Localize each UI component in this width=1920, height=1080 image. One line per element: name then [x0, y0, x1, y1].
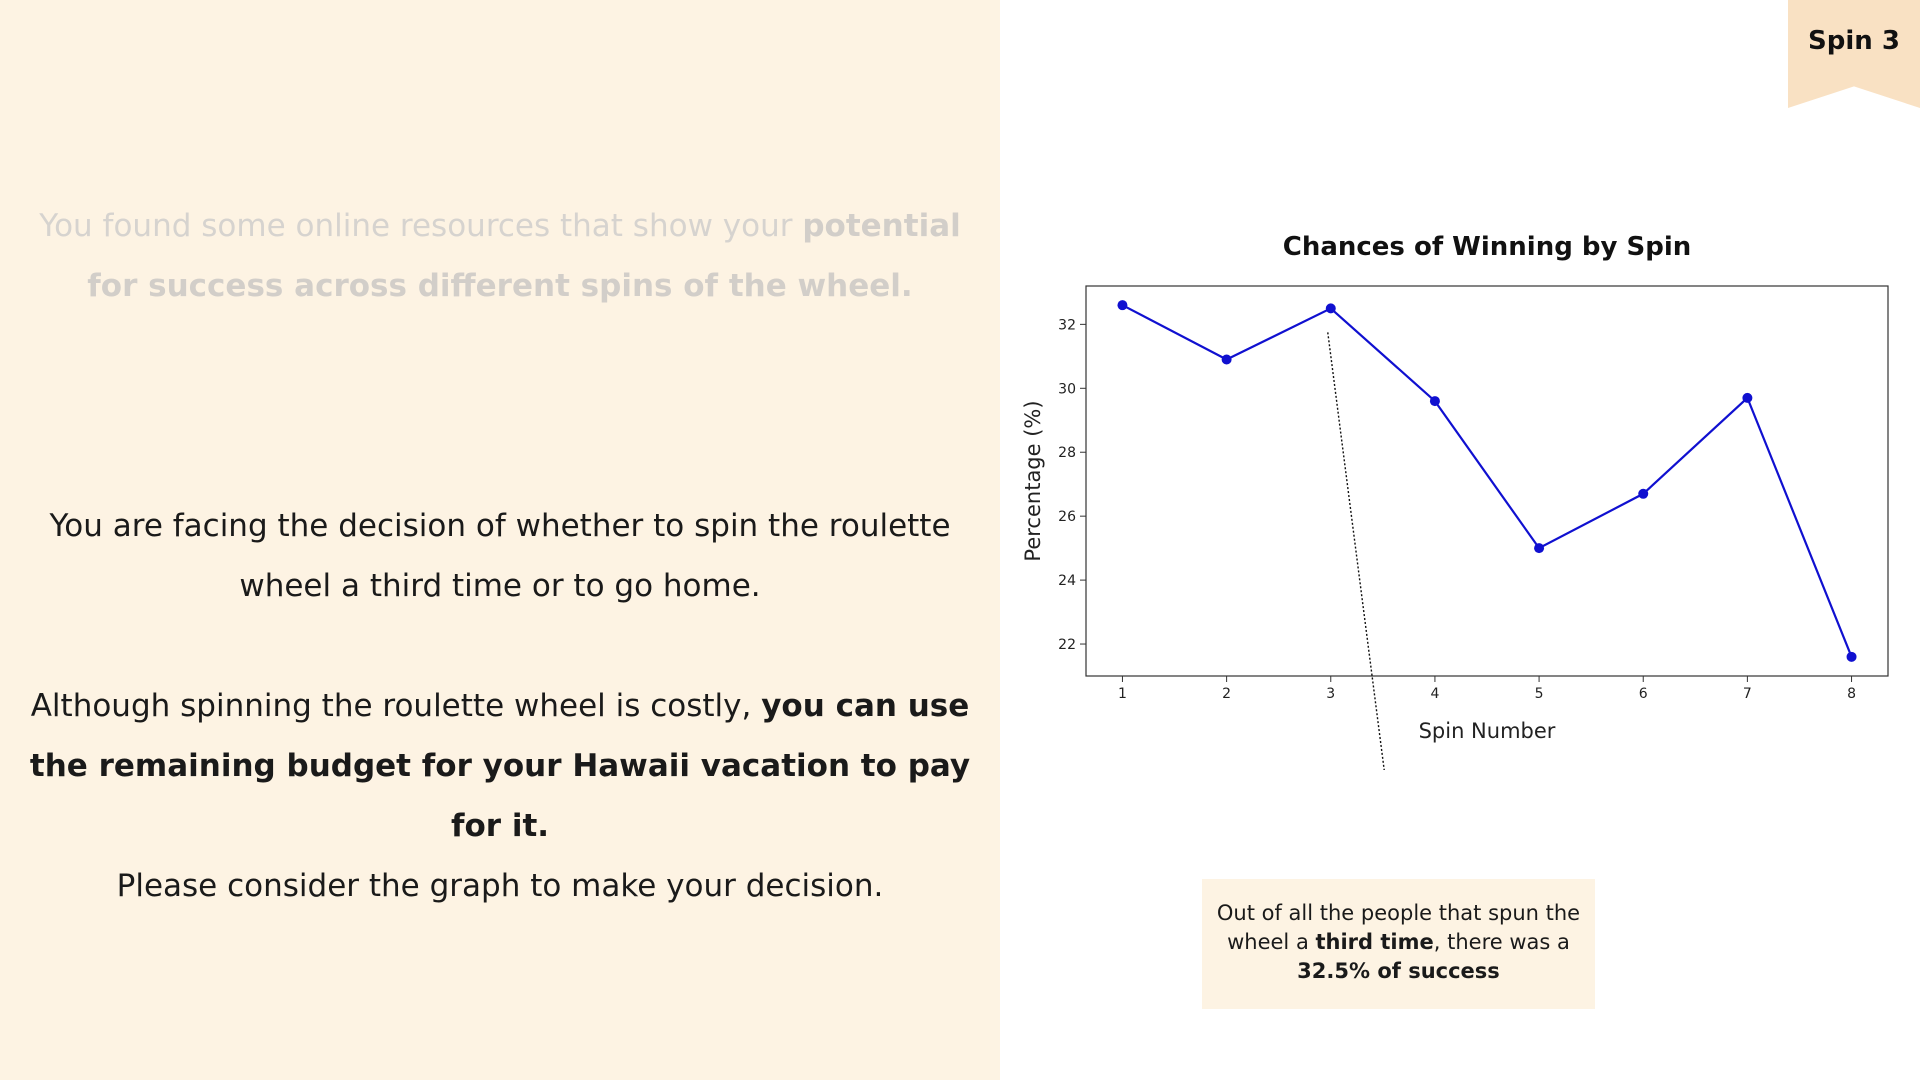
- data-point: [1117, 300, 1128, 311]
- x-tick-label: 4: [1430, 686, 1439, 702]
- data-point: [1221, 354, 1232, 365]
- callout-bold-1: third time: [1315, 930, 1434, 954]
- x-tick-label: 2: [1222, 686, 1231, 702]
- spin-badge-label: Spin 3: [1808, 26, 1900, 56]
- budget-text: Although spinning the roulette wheel is …: [10, 676, 990, 856]
- y-tick-label: 32: [1058, 317, 1076, 333]
- x-tick-label: 1: [1118, 686, 1127, 702]
- annotation-callout: Out of all the people that spun the whee…: [1202, 879, 1595, 1009]
- budget-bold: you can use the remaining budget for you…: [29, 688, 971, 844]
- plot-frame: [1085, 285, 1889, 677]
- y-tick-label: 26: [1058, 509, 1076, 525]
- data-point: [1325, 303, 1336, 314]
- x-tick-label: 7: [1743, 686, 1752, 702]
- consider-text: Please consider the graph to make your d…: [20, 856, 980, 916]
- data-point: [1534, 543, 1545, 554]
- chart-title: Chances of Winning by Spin: [1283, 232, 1692, 262]
- x-tick-label: 3: [1326, 686, 1335, 702]
- callout-text-1: Out of all the people that spun the whee…: [1216, 901, 1581, 954]
- left-panel: You found some online resources that sho…: [0, 0, 1000, 1080]
- y-tick-label: 28: [1058, 445, 1076, 461]
- y-tick-label: 22: [1058, 637, 1076, 653]
- data-point: [1742, 392, 1753, 403]
- x-tick-label: 8: [1847, 686, 1856, 702]
- data-point: [1638, 488, 1649, 499]
- spin-badge: Spin 3: [1788, 0, 1920, 108]
- data-point: [1846, 651, 1857, 662]
- x-tick-label: 5: [1535, 686, 1544, 702]
- data-point: [1429, 396, 1440, 407]
- line-chart: Chances of Winning by Spin 1 2 3 4 5 6 7 8 22 24 26…: [1021, 232, 1889, 770]
- x-axis-label: Spin Number: [1419, 719, 1556, 743]
- x-tick-label: 6: [1639, 686, 1648, 702]
- intro-bold: potential for success across different s…: [87, 208, 961, 304]
- y-tick-label: 24: [1058, 573, 1076, 589]
- y-axis-label: Percentage (%): [1021, 400, 1045, 561]
- callout-text-2: , there was a: [1433, 930, 1570, 954]
- y-tick-label: 30: [1058, 381, 1076, 397]
- consider-sentence: Please consider the graph to make your d…: [116, 868, 884, 904]
- callout-bold-2: 32.5% of success: [1297, 959, 1500, 983]
- intro-normal: You found some online resources that sho…: [39, 208, 803, 244]
- decision-text: You are facing the decision of whether t…: [20, 496, 980, 616]
- series-line: [1121, 304, 1853, 658]
- budget-normal: Although spinning the roulette wheel is …: [30, 688, 762, 724]
- decision-sentence: You are facing the decision of whether t…: [49, 508, 951, 604]
- intro-text: You found some online resources that sho…: [20, 196, 980, 316]
